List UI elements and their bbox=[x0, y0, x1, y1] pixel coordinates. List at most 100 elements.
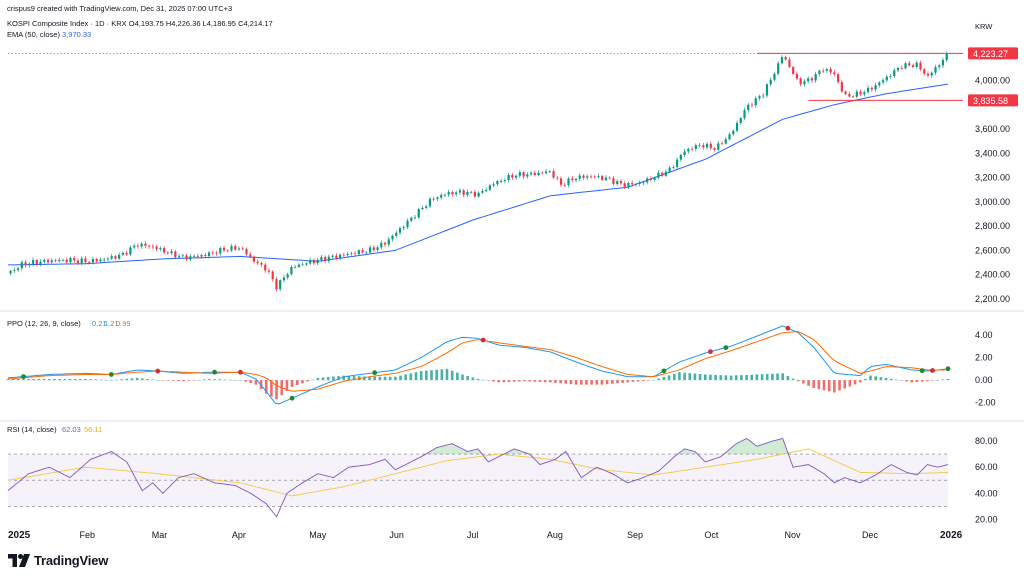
ppo-histogram-bar bbox=[838, 380, 841, 391]
ppo-histogram-bar bbox=[843, 380, 847, 389]
candle-body bbox=[230, 246, 233, 251]
currency-label: KRW bbox=[975, 22, 993, 31]
candle-body bbox=[750, 104, 754, 106]
ppo-histogram-bar bbox=[507, 380, 511, 382]
candle-body bbox=[481, 190, 484, 193]
ppo-histogram-bar bbox=[17, 378, 20, 381]
candle-body bbox=[204, 254, 207, 257]
x-tick-label: Jul bbox=[467, 530, 479, 540]
ohlc-low: 4,186.95 bbox=[206, 19, 236, 28]
ppo-histogram-bar bbox=[605, 380, 609, 385]
ppo-histogram-bar bbox=[518, 380, 521, 382]
candle-body bbox=[724, 139, 727, 144]
candle-body bbox=[833, 72, 836, 75]
ppo-histogram-bar bbox=[347, 375, 351, 381]
candle-body bbox=[559, 178, 563, 185]
candle-body bbox=[282, 277, 286, 281]
ppo-histogram-bar bbox=[755, 374, 759, 381]
ppo-histogram-bar bbox=[466, 375, 469, 381]
ppo-histogram-bar bbox=[564, 380, 568, 384]
ppo-histogram-bar bbox=[79, 378, 82, 381]
candle-body bbox=[65, 259, 68, 263]
ppo-histogram-bar bbox=[543, 380, 547, 383]
ppo-histogram-bar bbox=[228, 379, 232, 381]
candle-body bbox=[788, 59, 791, 68]
ppo-histogram-bar bbox=[900, 380, 903, 381]
candle-body bbox=[518, 172, 521, 176]
candle-body bbox=[406, 220, 409, 228]
ppo-histogram-bar bbox=[53, 378, 56, 381]
candle-body bbox=[500, 180, 503, 182]
candle-body bbox=[61, 259, 65, 261]
candle-body bbox=[623, 183, 626, 187]
candle-body bbox=[795, 73, 799, 79]
candle-body bbox=[136, 245, 139, 247]
candle-body bbox=[234, 246, 237, 250]
candle-body bbox=[938, 65, 941, 68]
x-tick-label: 2026 bbox=[940, 530, 963, 541]
ppo-histogram-bar bbox=[905, 380, 908, 382]
ppo-histogram-bar bbox=[363, 376, 366, 381]
ppo-histogram-bar bbox=[822, 380, 826, 391]
ppo-histogram-bar bbox=[461, 374, 464, 381]
ppo-histogram-bar bbox=[827, 380, 831, 392]
ppo-histogram-bar bbox=[502, 380, 506, 383]
candle-body bbox=[601, 176, 604, 181]
candle-body bbox=[189, 256, 192, 260]
candle-body bbox=[739, 118, 742, 123]
ppo-cross-dot bbox=[212, 369, 217, 375]
candle-body bbox=[252, 256, 256, 262]
candle-body bbox=[552, 171, 555, 178]
candle-body bbox=[627, 182, 630, 187]
candle-body bbox=[91, 259, 95, 263]
ppo-histogram-bar bbox=[48, 378, 51, 381]
candle-body bbox=[402, 227, 405, 229]
ppo-histogram-bar bbox=[538, 380, 542, 382]
ppo-histogram-bar bbox=[709, 374, 712, 381]
ppo-histogram-bar bbox=[688, 373, 692, 381]
candle-body bbox=[653, 177, 656, 180]
ppo-histogram-bar bbox=[311, 379, 315, 381]
candle-body bbox=[698, 145, 701, 146]
ppo-cross-dot bbox=[372, 370, 378, 376]
ohlc-close: 4,214.17 bbox=[243, 19, 273, 28]
candle-body bbox=[43, 259, 46, 262]
symbol-line: KOSPI Composite Index · 1D · KRX O4,193.… bbox=[7, 19, 273, 28]
ppo-histogram-bar bbox=[889, 378, 893, 381]
candle-body bbox=[466, 191, 469, 195]
candle-body bbox=[290, 267, 293, 275]
candle-body bbox=[9, 270, 12, 274]
ppo-histogram-bar bbox=[569, 380, 573, 385]
candle-body bbox=[398, 228, 402, 233]
ppo-histogram-bar bbox=[895, 379, 898, 381]
candle-body bbox=[829, 69, 832, 73]
candle-body bbox=[80, 258, 83, 263]
ppo-histogram-bar bbox=[549, 380, 552, 383]
ppo-histogram-bar bbox=[394, 376, 397, 381]
candle-body bbox=[140, 243, 143, 247]
ppo-histogram-bar bbox=[456, 372, 459, 381]
candle-body bbox=[889, 76, 892, 77]
candle-body bbox=[807, 78, 810, 82]
candle-body bbox=[256, 261, 259, 264]
x-tick-label: Apr bbox=[232, 530, 246, 540]
candle-body bbox=[297, 264, 301, 267]
ppo-histogram-bar bbox=[941, 379, 945, 381]
ppo-histogram-bar bbox=[414, 372, 418, 381]
ppo-histogram-bar bbox=[177, 380, 180, 382]
rsi-ma-line bbox=[7, 448, 949, 497]
candle-body bbox=[926, 73, 930, 76]
ppo-histogram bbox=[6, 368, 950, 400]
x-tick-label: Nov bbox=[784, 530, 801, 540]
ppo-cross-dot bbox=[155, 368, 161, 374]
candle-body bbox=[784, 57, 787, 60]
candle-body bbox=[361, 250, 364, 253]
candle-body bbox=[249, 254, 252, 257]
candle-body bbox=[39, 261, 42, 265]
candle-body bbox=[99, 259, 102, 262]
candle-body bbox=[428, 198, 432, 207]
candle-body bbox=[758, 96, 761, 99]
candle-body bbox=[780, 57, 784, 64]
candle-body bbox=[642, 182, 645, 184]
candle-body bbox=[477, 192, 480, 197]
